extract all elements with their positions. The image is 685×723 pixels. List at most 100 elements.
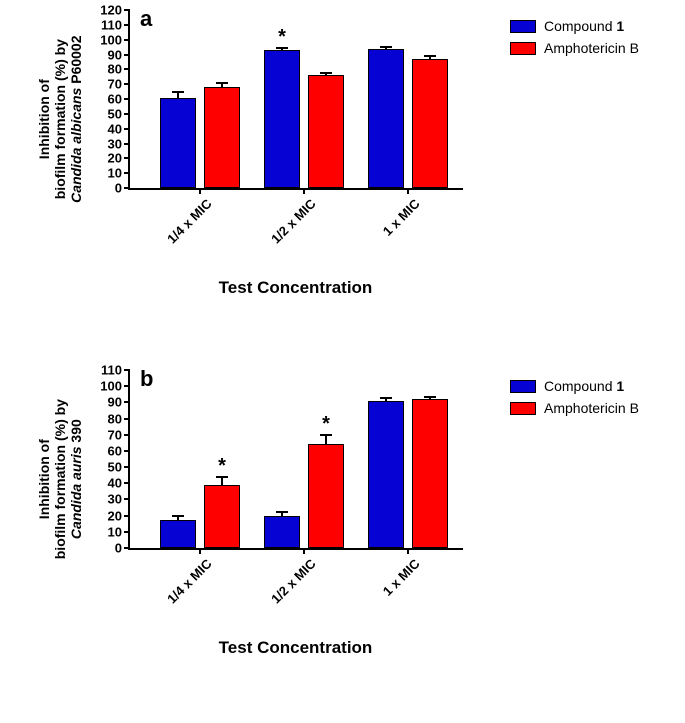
ytick [124, 54, 130, 56]
ytick [124, 157, 130, 159]
legend-a: Compound 1 Amphotericin B [510, 18, 639, 62]
ylabel-a-l3i: Candida albicans [68, 88, 84, 203]
ytick [124, 547, 130, 549]
legend-b-item2: Amphotericin B [510, 400, 639, 416]
ytick-label: 80 [108, 62, 122, 77]
error-cap [216, 82, 228, 84]
ytick [124, 39, 130, 41]
ytick-label: 0 [115, 181, 122, 196]
ytick-label: 120 [100, 3, 122, 18]
ytick [124, 83, 130, 85]
ytick-label: 40 [108, 476, 122, 491]
legend-a-item2: Amphotericin B [510, 40, 639, 56]
ytick [124, 515, 130, 517]
ylabel-b-l3i: Candida auris [68, 446, 84, 539]
ytick-label: 50 [108, 460, 122, 475]
error-cap [172, 515, 184, 517]
xtick [303, 188, 305, 194]
ytick-label: 0 [115, 541, 122, 556]
legend-b-text1: Compound 1 [544, 378, 624, 394]
ytick [124, 68, 130, 70]
ytick-label: 40 [108, 121, 122, 136]
xtick-label: 1/2 x MIC [268, 556, 318, 606]
bar-amphotericinB [308, 444, 344, 548]
ytick-label: 50 [108, 106, 122, 121]
bar-amphotericinB [204, 485, 240, 548]
ytick [124, 385, 130, 387]
ytick [124, 369, 130, 371]
legend-a-text1-bold: 1 [616, 18, 624, 34]
ytick-label: 30 [108, 136, 122, 151]
error-cap [276, 511, 288, 513]
legend-b-text1-prefix: Compound [544, 378, 616, 394]
legend-swatch-compound1 [510, 20, 536, 33]
ytick [124, 498, 130, 500]
ytick [124, 113, 130, 115]
ytick [124, 482, 130, 484]
ytick-label: 30 [108, 492, 122, 507]
bar-compound1 [368, 401, 404, 548]
xtick-label: 1/2 x MIC [268, 196, 318, 246]
ytick [124, 143, 130, 145]
panel-b-xlabel: Test Concentration [128, 638, 463, 658]
legend-a-text2: Amphotericin B [544, 40, 639, 56]
ytick [124, 128, 130, 130]
ytick-label: 90 [108, 395, 122, 410]
error-cap [424, 55, 436, 57]
ytick-label: 70 [108, 427, 122, 442]
ytick-label: 100 [100, 32, 122, 47]
panel-b-letter: b [140, 366, 153, 392]
ytick-label: 20 [108, 508, 122, 523]
ytick [124, 9, 130, 11]
bar-amphotericinB [412, 399, 448, 548]
panel-a: Inhibition of biofilm formation (%) by C… [0, 0, 500, 340]
legend-swatch-amphob-b [510, 402, 536, 415]
panel-b: Inhibition of biofilm formation (%) by C… [0, 360, 500, 720]
ytick [124, 418, 130, 420]
ytick [124, 434, 130, 436]
significance-star: * [218, 455, 226, 478]
ytick [124, 187, 130, 189]
significance-star: * [278, 26, 286, 49]
legend-b-text2: Amphotericin B [544, 400, 639, 416]
legend-a-text1: Compound 1 [544, 18, 624, 34]
xtick-label: 1 x MIC [380, 556, 423, 599]
ytick-label: 60 [108, 443, 122, 458]
ytick-label: 110 [101, 363, 122, 378]
ytick [124, 98, 130, 100]
ytick-label: 90 [108, 47, 122, 62]
panel-b-ylabel: Inhibition of biofilm formation (%) by C… [36, 364, 84, 594]
error-cap [380, 46, 392, 48]
ytick [124, 172, 130, 174]
ytick-label: 70 [108, 77, 122, 92]
bar-amphotericinB [204, 87, 240, 188]
panel-a-xlabel: Test Concentration [128, 278, 463, 298]
xtick [407, 548, 409, 554]
ytick-label: 110 [101, 17, 122, 32]
ytick-label: 100 [100, 379, 122, 394]
xtick-label: 1 x MIC [380, 196, 423, 239]
ylabel-a-l1: Inhibition of [36, 79, 52, 159]
legend-a-text1-prefix: Compound [544, 18, 616, 34]
ylabel-a-l3r: P60002 [68, 35, 84, 87]
ylabel-b-l1: Inhibition of [36, 439, 52, 519]
panel-a-plot-area: a 01020304050607080901001101201/4 x MIC1… [128, 10, 463, 190]
ytick-label: 10 [108, 524, 122, 539]
error-cap [172, 91, 184, 93]
bar-compound1 [160, 98, 196, 188]
xtick [303, 548, 305, 554]
xtick [199, 548, 201, 554]
xtick [407, 188, 409, 194]
error-cap [320, 72, 332, 74]
ytick [124, 531, 130, 533]
bar-compound1 [264, 50, 300, 188]
ytick [124, 450, 130, 452]
panel-a-ylabel: Inhibition of biofilm formation (%) by C… [36, 4, 84, 234]
bar-amphotericinB [412, 59, 448, 188]
ytick [124, 24, 130, 26]
ytick [124, 401, 130, 403]
bar-compound1 [368, 49, 404, 188]
error-cap [380, 397, 392, 399]
figure-container: Inhibition of biofilm formation (%) by C… [0, 0, 685, 723]
legend-swatch-amphob [510, 42, 536, 55]
